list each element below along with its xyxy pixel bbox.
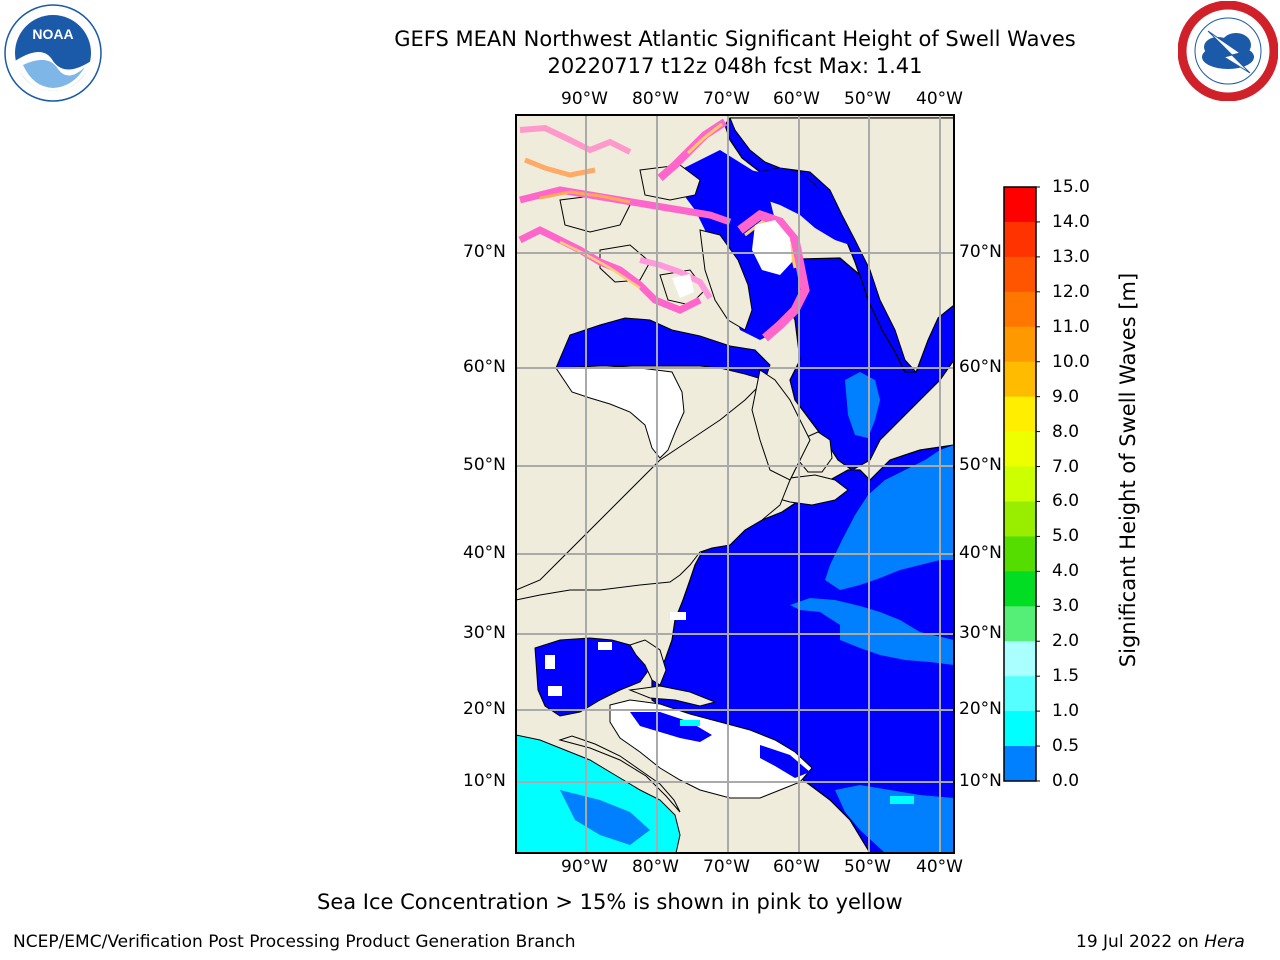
lat-label-left: 30°N — [463, 623, 506, 643]
colorbar-segment — [1004, 291, 1036, 328]
lon-label-top: 50°W — [844, 89, 891, 109]
lon-label-top: 80°W — [632, 89, 679, 109]
colorbar-title: Significant Height of Swell Waves [m] — [1116, 272, 1140, 668]
colorbar-segment — [1004, 711, 1036, 747]
colorbar-tick-label: 4.0 — [1052, 561, 1080, 582]
colorbar-segment — [1004, 606, 1036, 642]
colorbar-tick-label: 12.0 — [1052, 281, 1090, 302]
colorbar-tick-label: 10.0 — [1052, 351, 1090, 372]
lat-label-left: 50°N — [463, 455, 506, 475]
colorbar-segment — [1004, 536, 1036, 572]
noaa-logo: NOAA — [4, 4, 102, 102]
lat-label-left: 70°N — [463, 242, 506, 262]
lat-label-right: 70°N — [959, 242, 1002, 262]
colorbar-tick-label: 11.0 — [1052, 316, 1090, 337]
lat-label-left: 40°N — [463, 543, 506, 563]
colorbar-tick-label: 14.0 — [1052, 211, 1090, 232]
lon-label-bottom: 80°W — [632, 857, 679, 877]
colorbar-segment — [1004, 361, 1036, 398]
lat-label-right: 40°N — [959, 543, 1002, 563]
colorbar-tick-label: 5.0 — [1052, 526, 1080, 547]
colorbar-tick-label: 7.0 — [1052, 456, 1080, 477]
colorbar-tick-label: 15.0 — [1052, 177, 1090, 197]
colorbar-tick-label: 1.5 — [1052, 666, 1080, 687]
colorbar — [1003, 186, 1040, 782]
colorbar-tick-label: 8.0 — [1052, 421, 1080, 442]
labrador-sea — [758, 257, 954, 471]
graticule — [516, 115, 954, 853]
colorbar-segment — [1004, 187, 1036, 223]
lon-label-bottom: 50°W — [844, 857, 891, 877]
colorbar-tick-label: 9.0 — [1052, 386, 1080, 407]
lat-label-left: 10°N — [463, 771, 506, 791]
lon-label-top: 60°W — [773, 89, 820, 109]
map-subtitle: 20220717 t12z 048h fcst Max: 1.41 — [547, 54, 923, 78]
colorbar-tick-label: 0.5 — [1052, 736, 1080, 757]
colorbar-tick-label: 2.0 — [1052, 631, 1080, 652]
lat-label-right: 60°N — [959, 357, 1002, 377]
map-title: GEFS MEAN Northwest Atlantic Significant… — [394, 27, 1076, 51]
colorbar-segment — [1004, 676, 1036, 712]
colorbar-segment — [1004, 641, 1036, 677]
greenland — [729, 117, 954, 373]
lon-label-top: 40°W — [916, 89, 963, 109]
lat-label-left: 20°N — [463, 699, 506, 719]
colorbar-segment — [1004, 396, 1036, 433]
colorbar-segment — [1004, 466, 1036, 502]
lat-label-right: 20°N — [959, 699, 1002, 719]
colorbar-tick-label: 1.0 — [1052, 701, 1080, 722]
noaa-logo-text: NOAA — [32, 26, 73, 42]
colorbar-segment — [1004, 571, 1036, 607]
lat-label-right: 30°N — [959, 623, 1002, 643]
footer-date: 19 Jul 2022 on Hera — [1076, 932, 1245, 952]
colorbar-tick-label: 13.0 — [1052, 246, 1090, 267]
lon-label-bottom: 40°W — [916, 857, 963, 877]
lat-label-left: 60°N — [463, 357, 506, 377]
lon-label-bottom: 60°W — [773, 857, 820, 877]
colorbar-segment — [1004, 431, 1036, 468]
lat-label-right: 10°N — [959, 771, 1002, 791]
colorbar-tick-label: 3.0 — [1052, 596, 1080, 617]
colorbar-segment — [1004, 746, 1036, 782]
footer-date-text: 19 Jul 2022 on — [1076, 932, 1205, 952]
colorbar-segment — [1004, 256, 1036, 293]
footer-branch: NCEP/EMC/Verification Post Processing Pr… — [13, 932, 576, 952]
colorbar-tick-label: 0.0 — [1052, 771, 1080, 791]
colorbar-segment — [1004, 326, 1036, 363]
lat-label-right: 50°N — [959, 455, 1002, 475]
lon-label-bottom: 70°W — [703, 857, 750, 877]
colorbar-tick-labels: 15.0 14.0 13.0 12.0 11.0 10.0 9.0 8.0 7.0 6.0 5.0 4… — [1040, 177, 1100, 791]
map-frame — [515, 114, 955, 854]
footer-host: Hera — [1204, 932, 1245, 952]
nws-logo — [1178, 1, 1278, 101]
lon-label-bottom: 90°W — [561, 857, 608, 877]
colorbar-tick-label: 6.0 — [1052, 491, 1080, 512]
colorbar-segment — [1004, 221, 1036, 258]
colorbar-frame — [1003, 186, 1037, 782]
colorbar-segment — [1004, 501, 1036, 537]
lon-label-top: 70°W — [703, 89, 750, 109]
sea-ice-caption: Sea Ice Concentration > 15% is shown in … — [317, 890, 903, 914]
lon-label-top: 90°W — [561, 89, 608, 109]
